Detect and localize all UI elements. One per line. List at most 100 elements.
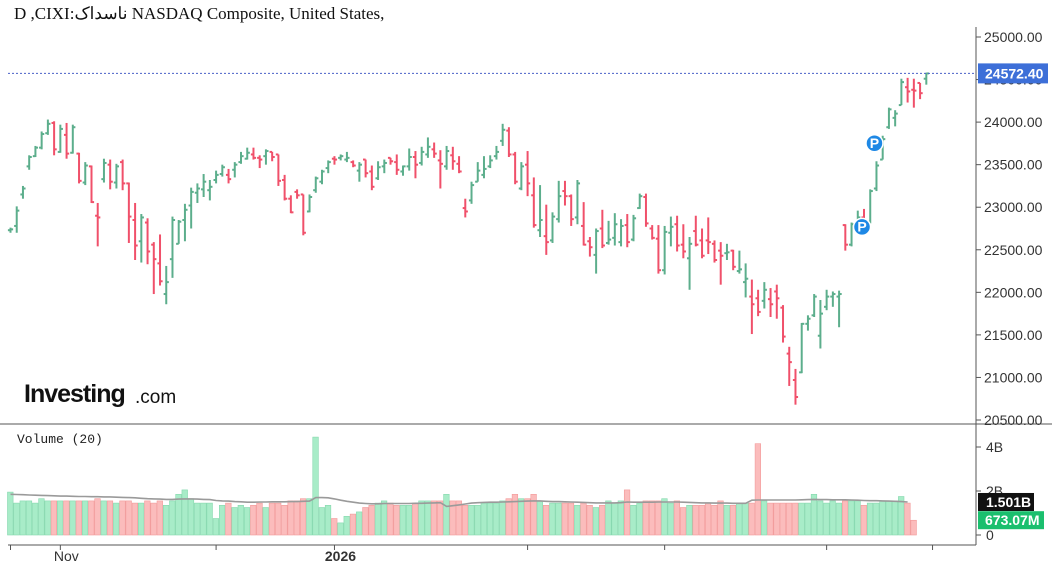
ohlc-bar	[618, 219, 624, 247]
volume-bar	[312, 436, 319, 536]
volume-bar	[642, 500, 649, 536]
ohlc-bar	[369, 165, 375, 191]
volume-bar	[536, 500, 543, 536]
ohlc-bar	[593, 228, 599, 274]
volume-bar	[898, 496, 905, 536]
volume-bar	[181, 489, 188, 536]
volume-bar	[499, 500, 506, 536]
volume-bar	[318, 507, 325, 536]
volume-bar	[779, 502, 786, 536]
price-tick-label: 23500.00	[984, 157, 1043, 173]
ohlc-bar	[425, 137, 431, 158]
ohlc-bar	[518, 162, 524, 191]
volume-bar	[486, 502, 494, 536]
volume-bar	[729, 504, 737, 536]
ohlc-bar	[225, 168, 232, 184]
ohlc-bar	[169, 216, 176, 278]
ohlc-bar	[400, 165, 406, 176]
volume-bar	[667, 502, 674, 536]
ohlc-bar	[238, 151, 244, 164]
ohlc-bar	[331, 156, 338, 165]
ohlc-bar	[512, 151, 518, 185]
volume-bar	[57, 500, 64, 536]
ohlc-bar	[201, 174, 207, 198]
ohlc-bar	[213, 170, 219, 184]
time-tick-label: Nov	[54, 548, 79, 564]
ohlc-bar	[63, 122, 70, 159]
volume-bar	[574, 504, 581, 536]
volume-bar	[580, 502, 587, 536]
volume-bar	[424, 500, 431, 536]
volume-bar	[38, 498, 45, 536]
price-tick-label: 23000.00	[984, 199, 1043, 215]
ohlc-bar	[163, 265, 169, 305]
ohlc-bar	[138, 214, 144, 263]
volume-bar	[374, 502, 381, 536]
price-tick-label: 22000.00	[984, 284, 1043, 300]
ohlc-bar	[32, 145, 39, 158]
volume-bar	[256, 502, 263, 536]
ohlc-bar	[668, 216, 674, 247]
ohlc-bar	[811, 294, 817, 318]
volume-bar	[711, 504, 718, 536]
volume-bar	[630, 504, 637, 536]
volume-bar	[592, 507, 600, 536]
volume-bar	[250, 504, 257, 536]
ohlc-bar	[57, 124, 63, 153]
ohlc-bar	[363, 158, 369, 178]
ohlc-bar	[718, 242, 724, 285]
p-marker: P	[852, 217, 872, 237]
volume-bar	[910, 519, 917, 536]
volume-bar	[19, 500, 26, 536]
ohlc-bar	[649, 225, 655, 240]
volume-bar	[399, 504, 406, 536]
ohlc-bar	[743, 263, 749, 298]
ohlc-bar	[250, 147, 257, 160]
ohlc-bar	[574, 179, 581, 225]
ohlc-bar	[294, 189, 300, 199]
ohlc-bar	[7, 227, 14, 233]
ohlc-bar	[711, 240, 718, 263]
volume-bar	[138, 502, 145, 536]
ohlc-bar	[406, 148, 412, 171]
ohlc-bar	[699, 228, 705, 259]
volume-bar	[748, 502, 755, 536]
volume-bar	[530, 493, 537, 536]
volume-bar	[493, 502, 500, 536]
volume-bar	[767, 502, 774, 536]
volume-bar	[237, 504, 244, 536]
p-marker-label: P	[870, 135, 879, 151]
volume-bar	[636, 502, 643, 536]
volume-bar	[437, 500, 444, 536]
volume-bar	[169, 500, 176, 536]
volume-bar	[680, 507, 687, 536]
volume-bar	[306, 498, 313, 536]
volume-bar	[131, 502, 139, 536]
ohlc-bar	[39, 131, 45, 150]
volume-bar	[32, 502, 39, 536]
price-tick-label: 21500.00	[984, 327, 1043, 343]
volume-bar	[81, 500, 89, 536]
ohlc-bar	[524, 151, 531, 197]
volume-bar	[125, 500, 132, 536]
ohlc-bar	[605, 220, 612, 245]
volume-bar	[405, 504, 413, 536]
last-price-tag: 24572.40	[978, 63, 1048, 84]
volume-ma-value: 1.501B	[986, 494, 1031, 510]
ohlc-bar	[755, 289, 761, 317]
volume-bar	[300, 498, 307, 536]
p-marker-circle	[865, 134, 884, 153]
volume-ma-tag: 1.501B	[978, 492, 1034, 511]
p-marker-circle	[852, 217, 872, 237]
ohlc-bar	[892, 110, 898, 127]
volume-bar	[723, 504, 730, 536]
ohlc-bar	[263, 149, 269, 165]
ohlc-bar	[680, 224, 686, 259]
volume-bar	[206, 502, 213, 536]
ohlc-bar	[300, 193, 306, 236]
ohlc-bar	[14, 206, 20, 233]
volume-bar	[611, 502, 618, 536]
p-marker-label: P	[857, 218, 866, 234]
last-volume-tag: 673.07M	[978, 511, 1044, 530]
